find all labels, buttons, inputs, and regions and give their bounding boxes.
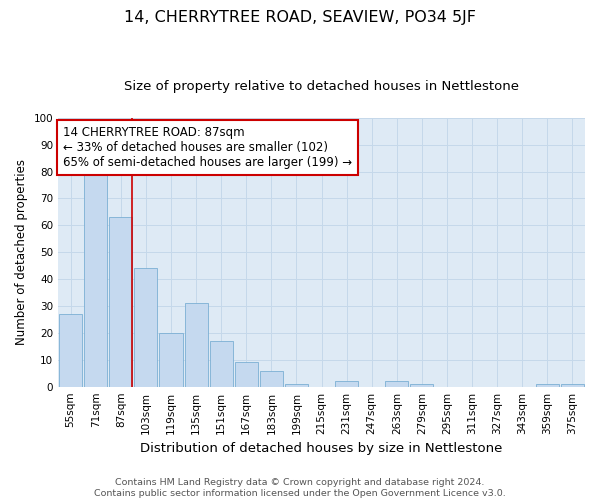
Bar xyxy=(209,341,233,386)
Title: Size of property relative to detached houses in Nettlestone: Size of property relative to detached ho… xyxy=(124,80,519,93)
Text: 14 CHERRYTREE ROAD: 87sqm
← 33% of detached houses are smaller (102)
65% of semi: 14 CHERRYTREE ROAD: 87sqm ← 33% of detac… xyxy=(64,126,352,169)
X-axis label: Distribution of detached houses by size in Nettlestone: Distribution of detached houses by size … xyxy=(140,442,503,455)
Bar xyxy=(235,362,258,386)
Bar xyxy=(260,370,283,386)
Bar xyxy=(109,218,133,386)
Bar xyxy=(285,384,308,386)
Bar xyxy=(84,174,107,386)
Bar xyxy=(185,304,208,386)
Text: Contains HM Land Registry data © Crown copyright and database right 2024.
Contai: Contains HM Land Registry data © Crown c… xyxy=(94,478,506,498)
Bar xyxy=(410,384,433,386)
Bar xyxy=(536,384,559,386)
Text: 14, CHERRYTREE ROAD, SEAVIEW, PO34 5JF: 14, CHERRYTREE ROAD, SEAVIEW, PO34 5JF xyxy=(124,10,476,25)
Bar xyxy=(385,382,409,386)
Bar xyxy=(335,382,358,386)
Bar xyxy=(134,268,157,386)
Bar xyxy=(561,384,584,386)
Y-axis label: Number of detached properties: Number of detached properties xyxy=(15,159,28,345)
Bar xyxy=(160,333,182,386)
Bar xyxy=(59,314,82,386)
